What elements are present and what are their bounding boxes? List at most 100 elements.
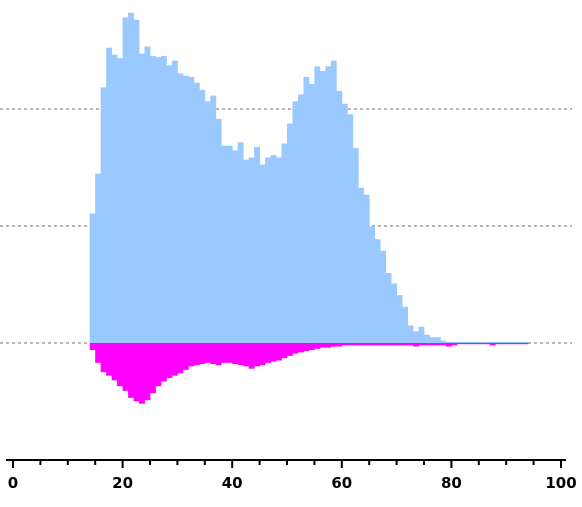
bar-up-34 [276, 157, 282, 343]
x-tick-label: 80 [441, 474, 462, 492]
bar-up-72 [484, 341, 491, 343]
bar-down-24 [221, 343, 228, 363]
bar-up-19 [193, 82, 200, 343]
bar-up-43 [325, 66, 332, 344]
bar-up-78 [517, 341, 524, 343]
bar-up-44 [330, 60, 337, 344]
bar-up-58 [407, 325, 414, 343]
bar-up-50 [363, 194, 370, 343]
bar-up-15 [171, 60, 178, 344]
bar-up-3 [106, 47, 113, 343]
bar-down-55 [391, 343, 397, 346]
bar-up-6 [122, 17, 129, 343]
bar-up-75 [500, 341, 507, 343]
bar-up-35 [281, 143, 288, 343]
bar-down-2 [100, 343, 107, 373]
bar-up-24 [221, 145, 228, 343]
x-axis: 0 20 40 60 80 100 [6, 459, 577, 492]
bar-down-47 [347, 343, 354, 346]
bar-up-55 [391, 283, 397, 343]
bar-up-10 [144, 46, 151, 343]
bar-down-18 [188, 343, 195, 367]
bar-down-52 [374, 343, 381, 346]
bar-up-27 [237, 142, 244, 343]
bar-down-73 [489, 343, 496, 346]
bar-up-38 [297, 94, 304, 344]
bar-down-77 [511, 343, 518, 345]
bar-down-38 [297, 343, 304, 353]
bar-down-23 [215, 343, 222, 366]
bar-down-60 [418, 343, 425, 346]
bar-up-17 [182, 75, 189, 343]
bar-down-49 [358, 343, 365, 346]
bar-up-67 [456, 341, 463, 343]
bar-down-42 [319, 343, 326, 348]
bar-down-35 [281, 343, 288, 359]
bar-down-19 [193, 343, 200, 366]
bar-up-31 [259, 164, 266, 343]
bar-down-37 [292, 343, 299, 354]
bar-up-36 [287, 123, 293, 343]
bar-down-59 [413, 343, 419, 347]
bar-down-58 [407, 343, 414, 346]
bar-up-11 [150, 55, 156, 344]
bar-up-48 [352, 148, 359, 343]
bar-up-26 [232, 150, 239, 343]
bar-down-66 [451, 343, 458, 346]
bar-down-61 [424, 343, 430, 346]
bar-up-77 [511, 341, 518, 343]
bar-down-67 [456, 343, 463, 345]
bar-down-5 [117, 343, 123, 387]
bar-down-57 [402, 343, 408, 346]
bar-up-4 [111, 54, 118, 343]
bar-up-62 [429, 337, 436, 344]
bar-up-56 [396, 295, 403, 343]
bar-down-6 [122, 343, 129, 391]
bar-up-20 [199, 89, 206, 343]
x-tick-label: 0 [8, 474, 18, 492]
bar-up-49 [358, 187, 365, 343]
bar-down-45 [336, 343, 343, 347]
x-tick-label: 60 [331, 474, 352, 492]
bar-up-7 [128, 12, 134, 344]
bar-down-27 [237, 343, 244, 366]
bar-up-51 [369, 226, 376, 343]
bar-up-13 [160, 55, 167, 344]
bars-up-series [89, 12, 529, 344]
bar-up-76 [506, 341, 513, 343]
bar-up-79 [522, 341, 529, 343]
bar-down-7 [128, 343, 134, 398]
bar-up-29 [248, 157, 255, 343]
x-tick-label: 100 [545, 474, 576, 492]
bar-down-51 [369, 343, 376, 346]
bar-up-32 [265, 157, 271, 343]
bar-up-65 [445, 341, 452, 343]
bar-down-48 [352, 343, 359, 346]
bar-down-44 [330, 343, 337, 347]
bars-down-series [89, 343, 529, 404]
bar-up-53 [380, 250, 387, 343]
bar-up-64 [440, 340, 447, 343]
bar-down-26 [232, 343, 239, 365]
bar-down-29 [248, 343, 255, 369]
bar-down-50 [363, 343, 370, 346]
bar-up-12 [155, 57, 162, 343]
bar-down-70 [473, 343, 480, 345]
bar-down-14 [166, 343, 173, 379]
bar-down-63 [434, 343, 441, 346]
bar-down-74 [495, 343, 502, 345]
bar-down-31 [259, 343, 266, 366]
bar-down-9 [139, 343, 145, 404]
bar-up-16 [177, 73, 184, 344]
bar-down-79 [522, 343, 529, 345]
bar-down-39 [303, 343, 310, 352]
bar-up-37 [292, 101, 299, 344]
bar-up-5 [117, 58, 123, 343]
bar-down-46 [341, 343, 348, 346]
bar-up-8 [133, 19, 140, 344]
bar-up-69 [467, 341, 474, 343]
bar-up-60 [418, 326, 425, 343]
bar-down-25 [226, 343, 233, 363]
